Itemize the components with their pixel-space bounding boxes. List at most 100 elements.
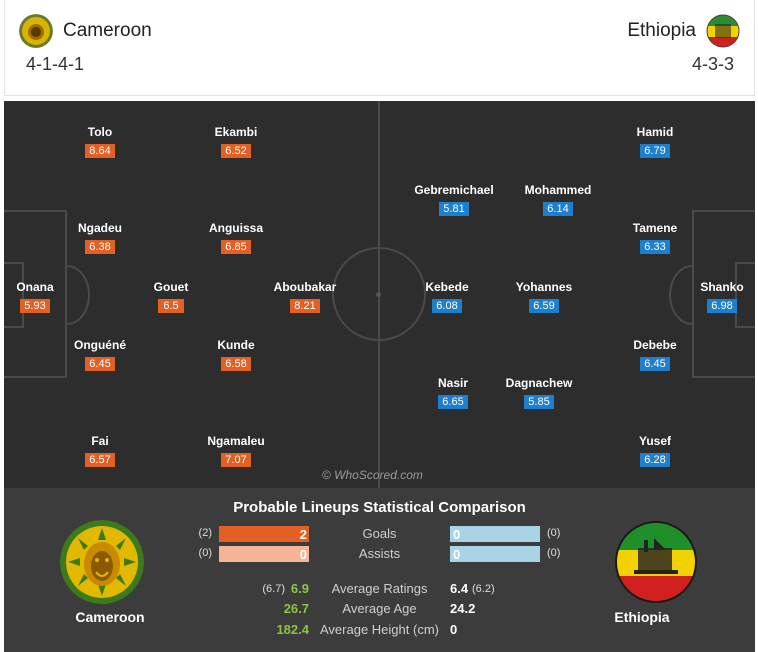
home-goals-value: 2 (299, 527, 307, 542)
center-circle (332, 247, 426, 341)
player-card[interactable]: Shanko 6.98 (677, 280, 755, 314)
pitch: Onana 5.93 Tolo 8.64 Ngadeu 6.38 Onguéné… (4, 101, 755, 488)
player-rating: 6.33 (640, 240, 670, 254)
away-team-name: Ethiopia (614, 609, 670, 625)
player-name: Gebremichael (414, 183, 494, 197)
stat-label: Assists (358, 546, 401, 561)
away-avg-rating: 6.4 (450, 581, 469, 596)
stat-label: Average Height (cm) (320, 622, 439, 637)
ethiopia-crest-icon (615, 521, 697, 603)
player-name: Nasir (437, 376, 469, 390)
player-card[interactable]: Ekambi 6.52 (191, 125, 281, 159)
player-card[interactable]: Debebe 6.45 (610, 338, 700, 372)
player-rating: 6.14 (543, 202, 573, 216)
player-card[interactable]: Yusef 6.28 (610, 434, 700, 468)
player-name: Debebe (633, 338, 677, 352)
away-avg-age: 24.2 (450, 601, 476, 616)
player-name: Shanko (700, 280, 744, 294)
player-name: Anguissa (208, 221, 263, 235)
avg-row-age: 26.7 Average Age 24.2 (4, 601, 755, 619)
player-rating: 6.38 (85, 240, 115, 254)
away-penalty-box (692, 210, 755, 378)
player-card[interactable]: Anguissa 6.85 (191, 221, 281, 255)
home-team[interactable]: Cameroon (19, 14, 162, 48)
player-card[interactable]: Kebede 6.08 (402, 280, 492, 314)
player-card[interactable]: Mohammed 6.14 (513, 183, 603, 217)
match-header: Cameroon Ethiopia 4-1-4-1 4-3-3 (4, 0, 755, 96)
home-avg-age: 26.7 (283, 601, 309, 616)
player-card[interactable]: Nasir 6.65 (408, 376, 498, 410)
player-rating: 6.85 (221, 240, 251, 254)
player-name: Aboubakar (273, 280, 337, 294)
player-rating: 6.45 (640, 357, 670, 371)
home-goals-bar-fill (219, 526, 309, 542)
player-rating: 5.93 (20, 299, 50, 313)
player-card[interactable]: Onana 5.93 (4, 280, 80, 314)
player-card[interactable]: Gouet 6.5 (126, 280, 216, 314)
home-avg-rating: 6.9 (290, 581, 309, 596)
player-rating: 6.65 (438, 395, 468, 409)
player-rating: 7.07 (221, 453, 251, 467)
player-rating: 6.28 (640, 453, 670, 467)
cameroon-lion-crest-icon (19, 14, 53, 48)
stat-label: Average Ratings (331, 581, 428, 596)
player-card[interactable]: Ngamaleu 7.07 (191, 434, 281, 468)
home-assists-value: 0 (299, 547, 307, 562)
player-card[interactable]: Hamid 6.79 (610, 125, 700, 159)
player-rating: 6.5 (158, 299, 184, 313)
player-card[interactable]: Ngadeu 6.38 (55, 221, 145, 255)
player-card[interactable]: Tolo 8.64 (55, 125, 145, 159)
player-card[interactable]: Aboubakar 8.21 (260, 280, 350, 314)
player-name: Hamid (636, 125, 674, 139)
home-prev-assists: (0) (198, 547, 212, 559)
player-card[interactable]: Gebremichael 5.81 (409, 183, 499, 217)
stat-row-assists: (0) 0 Assists 0 (0) (4, 545, 755, 563)
player-card[interactable]: Fai 6.57 (55, 434, 145, 468)
away-formation: 4-3-3 (691, 54, 734, 74)
player-card[interactable]: Tamene 6.33 (610, 221, 700, 255)
away-goals-value: 0 (453, 527, 461, 542)
stat-row-goals: (2) 2 Goals 0 (0) (4, 525, 755, 543)
player-name: Tolo (87, 125, 113, 139)
ethiopia-crest-icon (706, 14, 740, 48)
player-rating: 6.98 (707, 299, 737, 313)
away-team-name: Ethiopia (627, 20, 696, 41)
center-spot (376, 292, 381, 297)
player-card[interactable]: Dagnachew 5.85 (494, 376, 584, 410)
home-goals-bar: 2 (219, 526, 309, 542)
lineup-comparison-panel: Probable Lineups Statistical Comparison … (4, 488, 755, 652)
player-rating: 6.52 (221, 144, 251, 158)
player-name: Yusef (638, 434, 671, 448)
home-team-name: Cameroon (75, 609, 145, 625)
stat-label: Average Age (342, 601, 417, 616)
player-name: Tamene (632, 221, 678, 235)
home-formation: 4-1-4-1 (26, 54, 85, 74)
player-rating: 6.45 (85, 357, 115, 371)
watermark: © WhoScored.com (322, 468, 423, 482)
player-rating: 6.58 (221, 357, 251, 371)
player-name: Ngamaleu (207, 434, 265, 448)
player-name: Ngadeu (77, 221, 122, 235)
home-avg-height: 182.4 (276, 622, 309, 637)
home-penalty-box (4, 210, 67, 378)
player-rating: 6.57 (85, 453, 115, 467)
away-goal-area (735, 262, 755, 328)
player-name: Yohannes (515, 280, 573, 294)
player-name: Kebede (425, 280, 469, 294)
player-name: Onguéné (73, 338, 126, 352)
player-name: Mohammed (524, 183, 592, 197)
player-rating: 6.59 (529, 299, 559, 313)
player-card[interactable]: Yohannes 6.59 (499, 280, 589, 314)
away-team[interactable]: Ethiopia (617, 14, 740, 48)
away-avg-height: 0 (450, 622, 458, 637)
cameroon-lion-crest-icon (60, 520, 144, 604)
player-name: Ekambi (214, 125, 258, 139)
player-name: Gouet (153, 280, 189, 294)
away-prev-rating: (6.2) (472, 583, 495, 595)
player-card[interactable]: Onguéné 6.45 (55, 338, 145, 372)
home-assists-bar: 0 (219, 546, 309, 562)
home-prev-goals: (2) (198, 527, 212, 539)
player-rating: 6.08 (432, 299, 462, 313)
player-card[interactable]: Kunde 6.58 (191, 338, 281, 372)
player-name: Onana (16, 280, 54, 294)
